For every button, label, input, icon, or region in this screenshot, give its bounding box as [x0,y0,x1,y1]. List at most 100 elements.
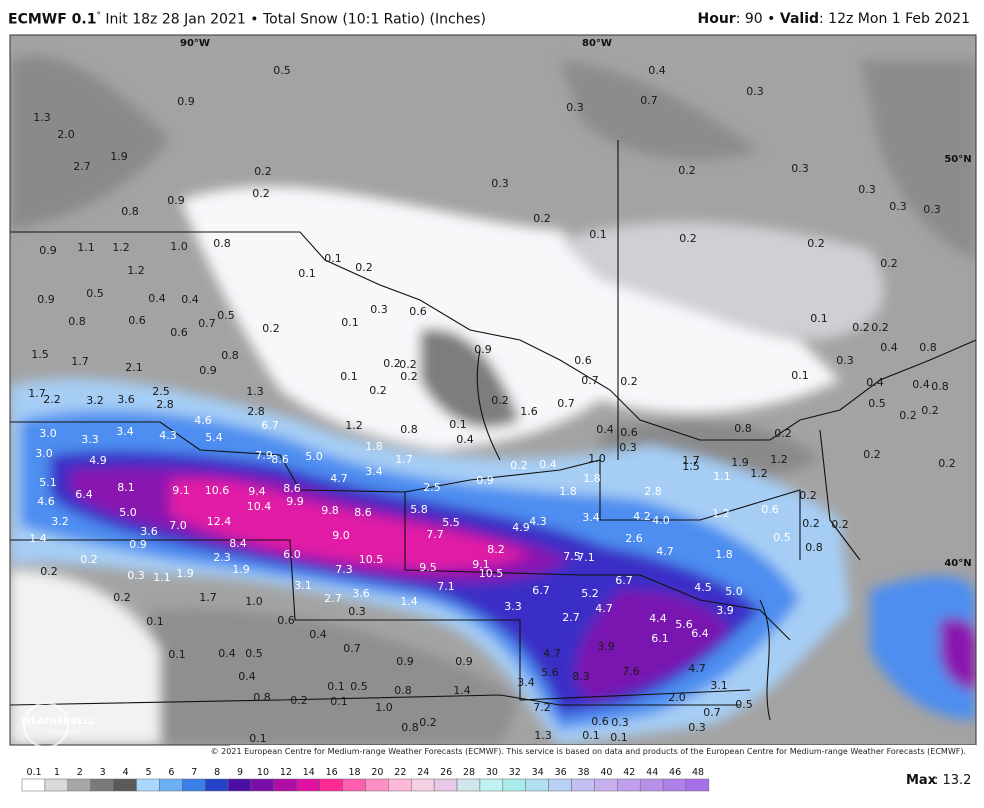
snow-total-label: 0.7 [703,706,721,719]
snow-total-label: 3.3 [81,433,99,446]
snow-total-label: 6.4 [75,488,93,501]
colorbar-cell [685,778,710,792]
snow-total-label: 0.8 [400,423,418,436]
snow-total-label: 4.3 [529,515,547,528]
snow-total-label: 0.5 [868,397,886,410]
snow-total-label: 0.4 [309,628,327,641]
snow-total-label: 1.1 [153,571,171,584]
snow-total-label: 10.5 [479,567,504,580]
header-right: Hour: 90 • Valid: 12z Mon 1 Feb 2021 [698,11,971,27]
snow-total-label: 0.2 [533,212,551,225]
separator: • [250,11,259,28]
snow-total-label: 1.5 [682,460,700,473]
dark-patch [860,60,976,260]
snow-total-label: 2.7 [324,592,342,605]
snow-total-label: 6.4 [691,627,709,640]
logo-ring [23,702,69,748]
snow-total-label: 9.1 [472,558,490,571]
border [10,231,976,441]
snow-total-label: 1.0 [170,240,188,253]
snow-total-label: 0.8 [221,349,239,362]
border [639,574,791,641]
colorbar-cell [388,778,412,792]
snow-total-label: 2.2 [43,393,61,406]
snow-offshore-core [940,618,976,690]
snow-total-label: 5.4 [205,431,223,444]
snow-total-label: 0.9 [474,343,492,356]
snow-total-label: 0.2 [802,517,820,530]
snow-total-label: 0.2 [620,375,638,388]
snow-total-label: 0.1 [341,316,359,329]
snow-total-label: 1.7 [71,355,89,368]
colorbar-label: 42 [623,767,635,778]
snow-total-label: 7.1 [437,580,455,593]
snow-total-label: 0.2 [799,489,817,502]
snow-total-label: 5.5 [442,516,460,529]
snow-total-label: 0.2 [510,459,528,472]
borders [10,140,976,721]
snow-total-label: 4.6 [194,414,212,427]
snow-total-label: 2.1 [125,361,143,374]
snow-total-label: 0.4 [912,378,930,391]
snow-total-label: 2.8 [156,398,174,411]
colorbar-label: 46 [669,767,681,778]
snow-total-label: 3.3 [504,600,522,613]
colorbar-cell [136,778,160,792]
snow-total-label: 4.5 [694,581,712,594]
snow-total-label: 1.4 [453,684,471,697]
snow-total-label: 7.9 [255,449,273,462]
snow-total-label: 1.2 [345,419,363,432]
snow-total-label: 1.3 [33,111,51,124]
snow-total-label: 0.8 [213,237,231,250]
snow-total-label: 0.2 [290,694,308,707]
snow-total-label: 6.7 [261,419,279,432]
snow-total-label: 9.0 [332,529,350,542]
colorbar-cell [319,778,343,792]
snow-total-label: 0.3 [746,85,764,98]
snow-total-label: 0.9 [199,364,217,377]
snow-total-label: 0.2 [399,358,417,371]
snow-total-label: 4.6 [37,495,55,508]
colorbar-cell [548,778,572,792]
snow-total-label: 0.2 [369,384,387,397]
map-shading [10,35,976,745]
snow-total-label: 3.4 [517,676,535,689]
snow-total-label: 1.7 [199,591,217,604]
snow-total-label: 7.5 [563,550,581,563]
map-labels: 90°W 80°W 50°N 40°N 1.3 2.0 2.7 1.9 0.9 0.5 0.8 0.9… [28,38,971,745]
snow-total-label: 0.2 [252,187,270,200]
snow-total-label: 0.3 [836,354,854,367]
snow-total-label: 0.1 [298,267,316,280]
snow-total-label: 0.3 [566,101,584,114]
snow-total-label: 2.5 [152,385,170,398]
snow-total-label: 0.1 [168,648,186,661]
max-value: : 13.2 [934,773,971,788]
snow-total-label: 7.0 [169,519,187,532]
colorbar-cell [227,778,252,792]
dark-patch [150,608,520,745]
snow-total-label: 0.4 [866,376,884,389]
colorbar-label: 30 [486,767,498,778]
colorbar-cell [342,778,366,792]
snow-total-label: 4.9 [512,521,530,534]
snow-total-label: 0.2 [254,165,272,178]
snow-total-label: 0.3 [619,441,637,454]
snow-total-label: 4.9 [89,454,107,467]
colorbar-label: 8 [214,767,220,778]
snow-total-label: 6.7 [532,584,550,597]
snow-total-label: 0.3 [611,716,629,729]
snow-total-label: 7.2 [533,701,551,714]
snow-total-label: 7.6 [622,665,640,678]
snow-total-label: 0.5 [245,647,263,660]
colorbar-cell [456,778,481,792]
snow-total-label: 0.1 [589,228,607,241]
header: ECMWF 0.1° Init 18z 28 Jan 2021 • Total … [0,0,984,34]
colorbar-label: 6 [168,767,174,778]
snow-total-label: 0.2 [899,409,917,422]
colorbar-label: 20 [371,767,383,778]
snow-total-label: 0.2 [807,237,825,250]
snow-total-label: 3.0 [35,447,53,460]
snow-total-label: 0.3 [127,569,145,582]
snow-total-label: 0.5 [273,64,291,77]
